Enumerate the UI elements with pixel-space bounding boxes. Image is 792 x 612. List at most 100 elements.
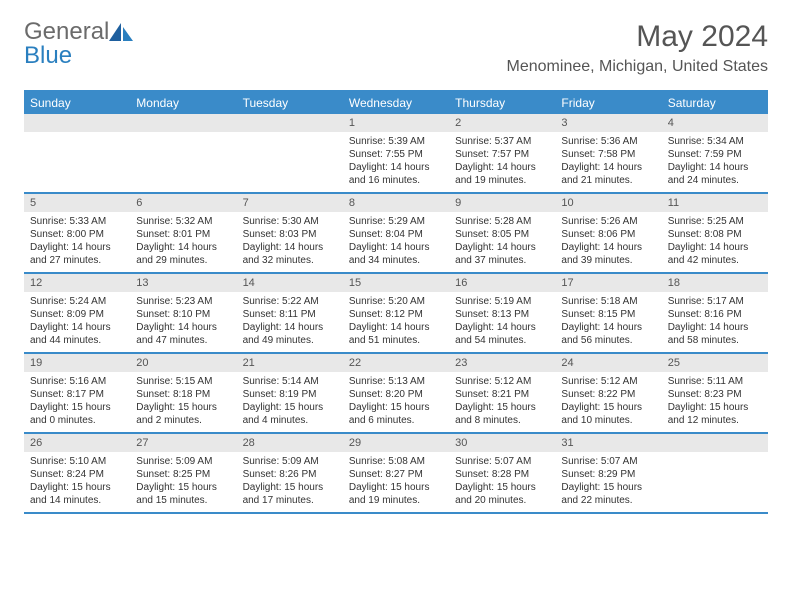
day-number: 29 [343,434,449,452]
day-body: Sunrise: 5:30 AMSunset: 8:03 PMDaylight:… [237,212,343,271]
day-number: 3 [555,114,661,132]
daylight-text: Daylight: 14 hours and 42 minutes. [668,241,762,267]
week-row: 1Sunrise: 5:39 AMSunset: 7:55 PMDaylight… [24,114,768,194]
sunrise-text: Sunrise: 5:13 AM [349,375,443,388]
sunrise-text: Sunrise: 5:24 AM [30,295,124,308]
day-body: Sunrise: 5:32 AMSunset: 8:01 PMDaylight:… [130,212,236,271]
daylight-text: Daylight: 14 hours and 56 minutes. [561,321,655,347]
logo: General Blue [24,20,135,68]
day-cell: 15Sunrise: 5:20 AMSunset: 8:12 PMDayligh… [343,274,449,352]
month-title: May 2024 [507,20,768,54]
daylight-text: Daylight: 15 hours and 15 minutes. [136,481,230,507]
daylight-text: Daylight: 14 hours and 16 minutes. [349,161,443,187]
daylight-text: Daylight: 15 hours and 4 minutes. [243,401,337,427]
day-number: 10 [555,194,661,212]
day-cell: 3Sunrise: 5:36 AMSunset: 7:58 PMDaylight… [555,114,661,192]
daylight-text: Daylight: 14 hours and 32 minutes. [243,241,337,267]
day-cell: 1Sunrise: 5:39 AMSunset: 7:55 PMDaylight… [343,114,449,192]
sunrise-text: Sunrise: 5:09 AM [243,455,337,468]
day-body: Sunrise: 5:16 AMSunset: 8:17 PMDaylight:… [24,372,130,431]
day-number: 14 [237,274,343,292]
day-body: Sunrise: 5:09 AMSunset: 8:25 PMDaylight:… [130,452,236,511]
sunset-text: Sunset: 8:20 PM [349,388,443,401]
sunset-text: Sunset: 8:21 PM [455,388,549,401]
week-row: 19Sunrise: 5:16 AMSunset: 8:17 PMDayligh… [24,354,768,434]
daylight-text: Daylight: 15 hours and 20 minutes. [455,481,549,507]
daylight-text: Daylight: 14 hours and 47 minutes. [136,321,230,347]
dow-friday: Friday [555,92,661,114]
daylight-text: Daylight: 15 hours and 2 minutes. [136,401,230,427]
day-body: Sunrise: 5:34 AMSunset: 7:59 PMDaylight:… [662,132,768,191]
day-number: 11 [662,194,768,212]
day-number: 25 [662,354,768,372]
header: General Blue May 2024 Menominee, Michiga… [0,0,792,82]
day-body: Sunrise: 5:13 AMSunset: 8:20 PMDaylight:… [343,372,449,431]
sunrise-text: Sunrise: 5:37 AM [455,135,549,148]
day-number: 5 [24,194,130,212]
sunset-text: Sunset: 8:18 PM [136,388,230,401]
daylight-text: Daylight: 15 hours and 6 minutes. [349,401,443,427]
sunrise-text: Sunrise: 5:19 AM [455,295,549,308]
day-number: 23 [449,354,555,372]
calendar: SundayMondayTuesdayWednesdayThursdayFrid… [24,90,768,514]
day-cell: 14Sunrise: 5:22 AMSunset: 8:11 PMDayligh… [237,274,343,352]
day-number: 15 [343,274,449,292]
sunset-text: Sunset: 8:29 PM [561,468,655,481]
day-number: 31 [555,434,661,452]
day-cell: 7Sunrise: 5:30 AMSunset: 8:03 PMDaylight… [237,194,343,272]
day-number: 19 [24,354,130,372]
day-cell: 12Sunrise: 5:24 AMSunset: 8:09 PMDayligh… [24,274,130,352]
logo-sail-icon [109,23,135,43]
day-cell: 24Sunrise: 5:12 AMSunset: 8:22 PMDayligh… [555,354,661,432]
sunrise-text: Sunrise: 5:34 AM [668,135,762,148]
sunset-text: Sunset: 8:01 PM [136,228,230,241]
day-number: 20 [130,354,236,372]
day-cell: 16Sunrise: 5:19 AMSunset: 8:13 PMDayligh… [449,274,555,352]
day-body: Sunrise: 5:12 AMSunset: 8:22 PMDaylight:… [555,372,661,431]
day-number: 12 [24,274,130,292]
sunrise-text: Sunrise: 5:28 AM [455,215,549,228]
day-body: Sunrise: 5:19 AMSunset: 8:13 PMDaylight:… [449,292,555,351]
day-body: Sunrise: 5:33 AMSunset: 8:00 PMDaylight:… [24,212,130,271]
sunset-text: Sunset: 8:23 PM [668,388,762,401]
daylight-text: Daylight: 15 hours and 10 minutes. [561,401,655,427]
day-body: Sunrise: 5:09 AMSunset: 8:26 PMDaylight:… [237,452,343,511]
sunrise-text: Sunrise: 5:10 AM [30,455,124,468]
daylight-text: Daylight: 15 hours and 8 minutes. [455,401,549,427]
sunrise-text: Sunrise: 5:29 AM [349,215,443,228]
day-body: Sunrise: 5:07 AMSunset: 8:29 PMDaylight:… [555,452,661,511]
sunrise-text: Sunrise: 5:39 AM [349,135,443,148]
sunrise-text: Sunrise: 5:15 AM [136,375,230,388]
day-cell: 4Sunrise: 5:34 AMSunset: 7:59 PMDaylight… [662,114,768,192]
daylight-text: Daylight: 14 hours and 58 minutes. [668,321,762,347]
day-cell: 18Sunrise: 5:17 AMSunset: 8:16 PMDayligh… [662,274,768,352]
day-number: 27 [130,434,236,452]
day-number: 26 [24,434,130,452]
sunset-text: Sunset: 8:19 PM [243,388,337,401]
week-row: 12Sunrise: 5:24 AMSunset: 8:09 PMDayligh… [24,274,768,354]
day-body: Sunrise: 5:28 AMSunset: 8:05 PMDaylight:… [449,212,555,271]
day-number: 4 [662,114,768,132]
sunset-text: Sunset: 8:24 PM [30,468,124,481]
sunset-text: Sunset: 8:22 PM [561,388,655,401]
day-body: Sunrise: 5:39 AMSunset: 7:55 PMDaylight:… [343,132,449,191]
day-number: 28 [237,434,343,452]
day-cell: 6Sunrise: 5:32 AMSunset: 8:01 PMDaylight… [130,194,236,272]
day-number-empty [130,114,236,132]
sunset-text: Sunset: 8:17 PM [30,388,124,401]
daylight-text: Daylight: 14 hours and 27 minutes. [30,241,124,267]
sunset-text: Sunset: 8:27 PM [349,468,443,481]
day-cell [130,114,236,192]
day-body: Sunrise: 5:12 AMSunset: 8:21 PMDaylight:… [449,372,555,431]
day-cell: 8Sunrise: 5:29 AMSunset: 8:04 PMDaylight… [343,194,449,272]
day-body: Sunrise: 5:15 AMSunset: 8:18 PMDaylight:… [130,372,236,431]
daylight-text: Daylight: 14 hours and 44 minutes. [30,321,124,347]
sunset-text: Sunset: 7:59 PM [668,148,762,161]
day-cell: 20Sunrise: 5:15 AMSunset: 8:18 PMDayligh… [130,354,236,432]
day-cell: 25Sunrise: 5:11 AMSunset: 8:23 PMDayligh… [662,354,768,432]
sunrise-text: Sunrise: 5:22 AM [243,295,337,308]
day-cell [237,114,343,192]
day-cell: 22Sunrise: 5:13 AMSunset: 8:20 PMDayligh… [343,354,449,432]
sunset-text: Sunset: 8:25 PM [136,468,230,481]
day-number: 2 [449,114,555,132]
